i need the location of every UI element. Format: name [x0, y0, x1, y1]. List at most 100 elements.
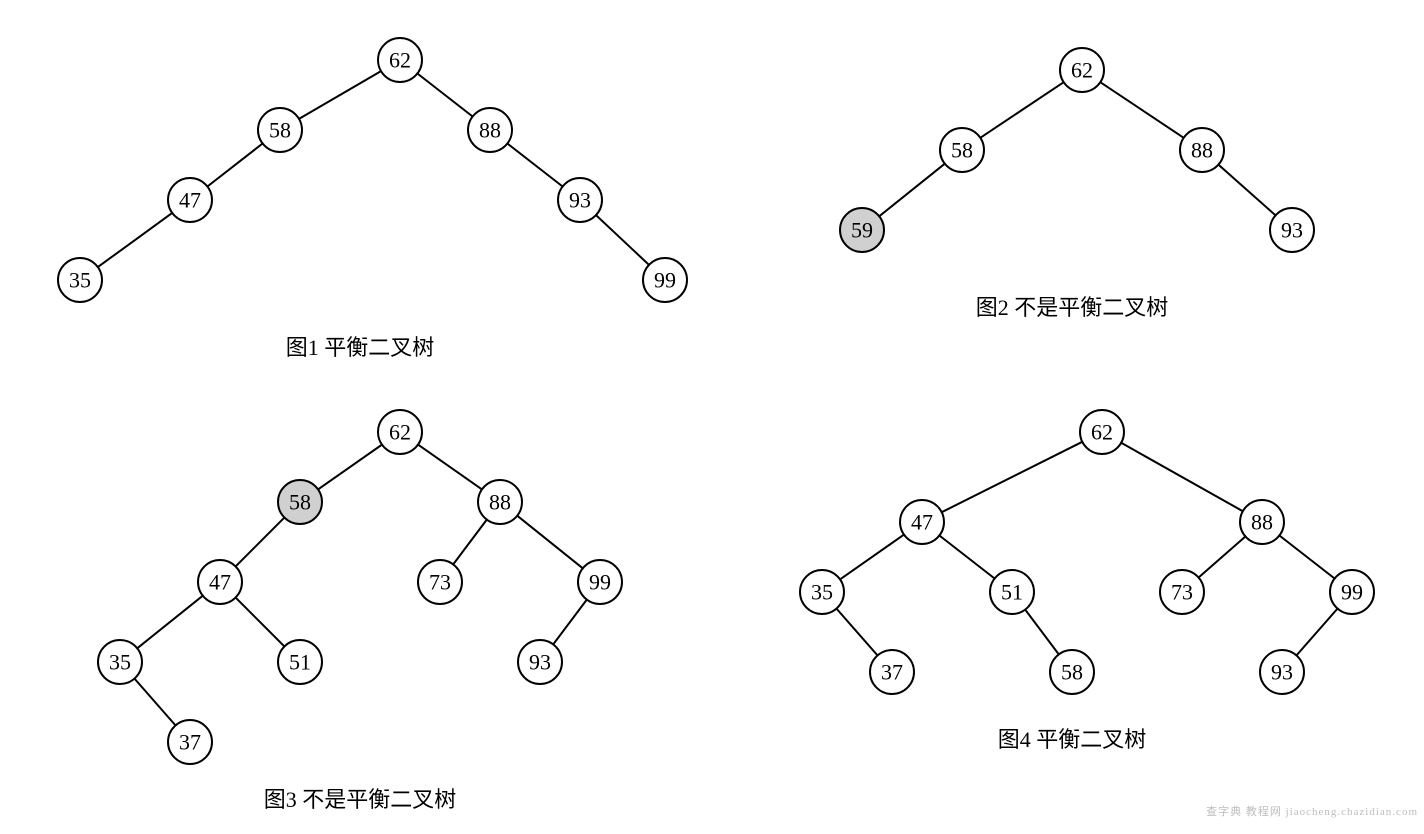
tree-node-label: 73: [429, 570, 451, 595]
tree-node: 62: [378, 38, 422, 82]
tree-node-label: 37: [881, 660, 903, 685]
tree-node-label: 47: [209, 570, 231, 595]
tree-node: 93: [558, 178, 602, 222]
tree-edge: [517, 516, 583, 569]
tree-node: 47: [168, 178, 212, 222]
tree-edge: [1279, 536, 1334, 579]
tree-node-label: 47: [911, 510, 933, 535]
tree-node-label: 58: [1061, 660, 1083, 685]
watermark: 查字典 教程网 jiaocheng.chazidian.com: [1206, 803, 1418, 819]
tree-node: 37: [870, 650, 914, 694]
tree-node-label: 59: [851, 218, 873, 243]
tree-node-label: 62: [1091, 420, 1113, 445]
tree-node: 99: [578, 560, 622, 604]
tree-node-label: 62: [389, 48, 411, 73]
tree-node: 51: [278, 640, 322, 684]
tree-node: 35: [98, 640, 142, 684]
tree-node: 58: [278, 480, 322, 524]
tree-node: 99: [643, 258, 687, 302]
tree-node-label: 99: [589, 570, 611, 595]
panel-caption: 图3 不是平衡二叉树: [264, 782, 457, 814]
tree-node-label: 62: [1071, 58, 1093, 83]
tree-edge: [236, 518, 285, 567]
tree-edge: [1121, 443, 1243, 511]
tree-node-label: 47: [179, 188, 201, 213]
tree-node-label: 62: [389, 420, 411, 445]
tree-node: 35: [58, 258, 102, 302]
tree-node-label: 73: [1171, 580, 1193, 605]
tree-edge: [837, 609, 878, 656]
tree-node-label: 99: [654, 268, 676, 293]
tree-edge: [418, 445, 482, 490]
tree-node-label: 88: [1191, 138, 1213, 163]
tree-edge: [1218, 165, 1275, 216]
tree-node: 93: [1260, 650, 1304, 694]
tree-node-label: 93: [569, 188, 591, 213]
tree-node-label: 37: [179, 730, 201, 755]
tree-edge: [1199, 537, 1246, 578]
tree-edge: [207, 144, 262, 187]
tree-node-label: 88: [489, 490, 511, 515]
tree-edge: [1100, 82, 1183, 138]
tree-edge: [98, 213, 172, 267]
tree-node: 35: [800, 570, 844, 614]
tree-node: 37: [168, 720, 212, 764]
tree-node: 62: [1080, 410, 1124, 454]
tree-node-label: 93: [1281, 218, 1303, 243]
panel-caption: 图1 平衡二叉树: [286, 330, 435, 362]
tree-svg-fig3: 62 58 88 47 73 99 35 51 93 37: [40, 392, 680, 772]
tree-node-label: 99: [1341, 580, 1363, 605]
tree-node-label: 35: [811, 580, 833, 605]
tree-node: 51: [990, 570, 1034, 614]
tree-node-label: 51: [289, 650, 311, 675]
tree-edge: [318, 445, 382, 490]
tree-edge: [840, 535, 904, 580]
tree-node: 88: [468, 108, 512, 152]
tree-node-label: 93: [529, 650, 551, 675]
tree-panel-fig4: 62 47 88 35 51 73 99 37 58 93 图4 平衡二叉树: [740, 392, 1404, 814]
tree-node-label: 88: [479, 118, 501, 143]
tree-node-label: 58: [951, 138, 973, 163]
tree-node: 99: [1330, 570, 1374, 614]
tree-node: 58: [1050, 650, 1094, 694]
tree-node-label: 35: [69, 268, 91, 293]
tree-edge: [299, 71, 381, 119]
tree-node-label: 58: [269, 118, 291, 143]
tree-node: 93: [518, 640, 562, 684]
tree-node: 62: [1060, 48, 1104, 92]
tree-node: 59: [840, 208, 884, 252]
tree-node: 47: [900, 500, 944, 544]
tree-edge: [596, 215, 649, 265]
tree-edge: [417, 74, 472, 117]
tree-edge: [1025, 610, 1059, 655]
tree-node: 47: [198, 560, 242, 604]
tree-node: 93: [1270, 208, 1314, 252]
tree-node: 58: [258, 108, 302, 152]
panel-caption: 图4 平衡二叉树: [998, 722, 1147, 754]
tree-edge: [939, 536, 994, 579]
tree-panel-fig2: 62 58 88 59 93 图2 不是平衡二叉树: [740, 20, 1404, 362]
tree-edge: [942, 442, 1083, 512]
tree-edge: [137, 596, 203, 649]
tree-edge: [553, 600, 587, 645]
tree-node-label: 88: [1251, 510, 1273, 535]
tree-edge: [879, 164, 945, 217]
tree-node-label: 93: [1271, 660, 1293, 685]
tree-edge: [507, 144, 562, 187]
tree-svg-fig2: 62 58 88 59 93: [792, 20, 1352, 280]
tree-panel-fig3: 62 58 88 47 73 99 35 51 93 37 图3 不是平衡二叉树: [20, 392, 700, 814]
tree-svg-fig1: 62 58 88 47 93 35 99: [20, 20, 700, 320]
tree-node-label: 51: [1001, 580, 1023, 605]
tree-node: 58: [940, 128, 984, 172]
tree-edge: [135, 679, 176, 726]
tree-node: 88: [1240, 500, 1284, 544]
tree-node-label: 58: [289, 490, 311, 515]
tree-node: 88: [1180, 128, 1224, 172]
tree-node: 88: [478, 480, 522, 524]
panel-caption: 图2 不是平衡二叉树: [976, 290, 1169, 322]
tree-node: 73: [1160, 570, 1204, 614]
tree-node: 62: [378, 410, 422, 454]
tree-edge: [453, 520, 487, 565]
tree-edge: [1297, 609, 1338, 656]
tree-edge: [236, 598, 285, 647]
